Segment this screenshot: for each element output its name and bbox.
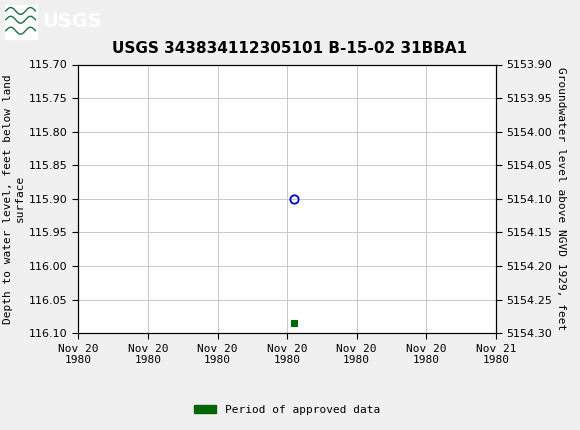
Legend: Period of approved data: Period of approved data [190, 400, 385, 419]
Y-axis label: Groundwater level above NGVD 1929, feet: Groundwater level above NGVD 1929, feet [556, 67, 566, 331]
Y-axis label: Depth to water level, feet below land
surface: Depth to water level, feet below land su… [3, 74, 25, 324]
Text: USGS 343834112305101 B-15-02 31BBA1: USGS 343834112305101 B-15-02 31BBA1 [113, 41, 467, 56]
Text: USGS: USGS [42, 12, 102, 31]
Bar [5, 5, 37, 39]
